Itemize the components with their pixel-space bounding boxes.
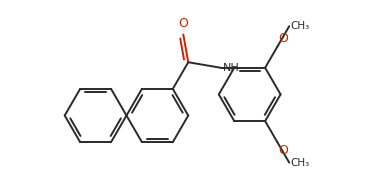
Text: CH₃: CH₃ bbox=[291, 21, 310, 31]
Text: O: O bbox=[178, 17, 188, 30]
Text: NH: NH bbox=[223, 63, 240, 73]
Text: O: O bbox=[279, 32, 289, 45]
Text: O: O bbox=[279, 144, 289, 157]
Text: CH₃: CH₃ bbox=[291, 158, 310, 168]
